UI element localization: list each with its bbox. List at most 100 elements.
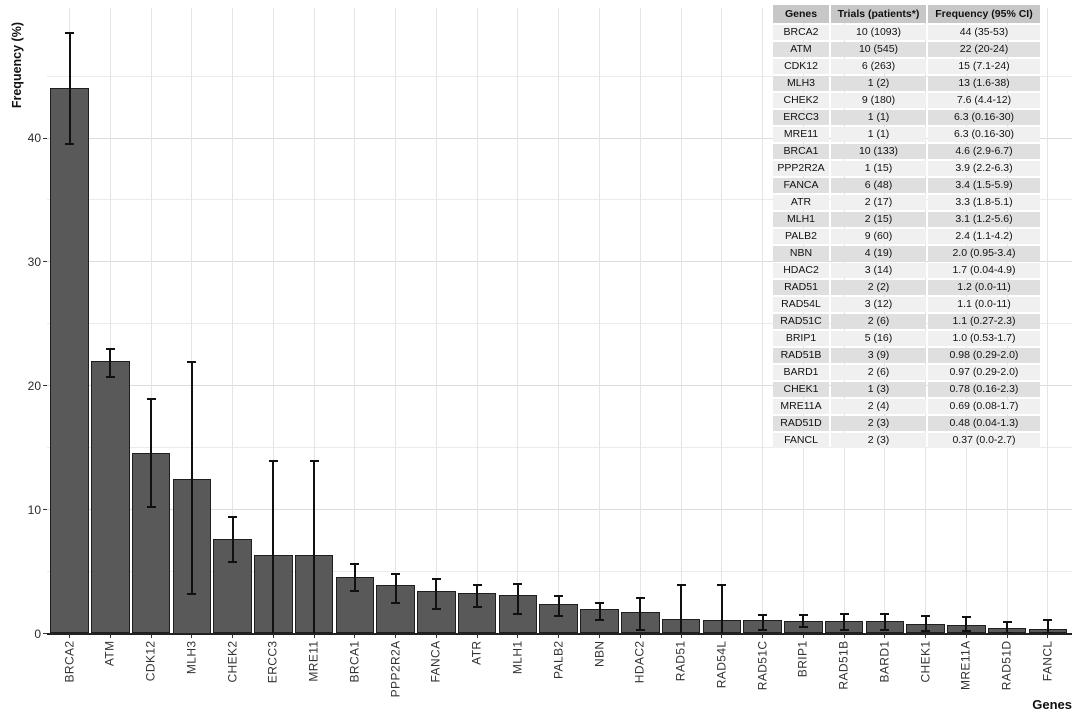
- x-tick-NBN: [599, 634, 600, 638]
- table-cell-MLH3-frequency: 13 (1.6-38): [928, 76, 1040, 91]
- table-cell-PALB2-frequency: 2.4 (1.1-4.2): [928, 229, 1040, 244]
- v-gridline-MLH3: [191, 8, 193, 634]
- errorbar-cap-bottom-BRCA1: [350, 590, 360, 593]
- table-cell-MRE11A-gene: MRE11A: [773, 399, 829, 414]
- x-label-RAD54L: RAD54L: [714, 640, 729, 689]
- table-cell-CHEK2-trials: 9 (180): [831, 93, 926, 108]
- table-cell-PPP2R2A-trials: 1 (15): [831, 161, 926, 176]
- table-cell-RAD51B-trials: 3 (9): [831, 348, 926, 363]
- v-gridline-RAD54L: [721, 8, 723, 634]
- table-cell-CDK12-frequency: 15 (7.1-24): [928, 59, 1040, 74]
- table-cell-CHEK2-frequency: 7.6 (4.4-12): [928, 93, 1040, 108]
- x-axis-title: Genes: [1032, 697, 1072, 712]
- table-cell-RAD51D-trials: 2 (3): [831, 416, 926, 431]
- y-tick-label-0: 0: [34, 626, 41, 641]
- table-cell-RAD54L-frequency: 1.1 (0.0-11): [928, 297, 1040, 312]
- table-cell-RAD54L-trials: 3 (12): [831, 297, 926, 312]
- errorbar-cap-top-RAD51D: [1002, 621, 1012, 624]
- errorbar-ATM: [109, 348, 112, 378]
- x-tick-RAD54L: [721, 634, 723, 638]
- x-tick-PALB2: [558, 634, 560, 638]
- errorbar-cap-bottom-ATR: [472, 606, 482, 609]
- table-cell-RAD51B-gene: RAD51B: [773, 348, 829, 363]
- x-label-PALB2: PALB2: [551, 640, 566, 679]
- errorbar-cap-bottom-FANCA: [431, 607, 441, 610]
- minor-gridline-15: [47, 447, 1072, 449]
- table-cell-CHEK1-trials: 1 (3): [831, 382, 926, 397]
- v-gridline-ATR: [476, 8, 478, 634]
- table-cell-BRCA2-gene: BRCA2: [773, 25, 829, 40]
- errorbar-cap-top-HDAC2: [635, 596, 645, 599]
- v-gridline-RAD51C: [762, 8, 764, 634]
- y-tick-label-40: 40: [27, 131, 41, 145]
- x-tick-PPP2R2A: [395, 634, 397, 638]
- table-cell-BARD1-trials: 2 (6): [831, 365, 926, 380]
- x-tick-RAD51D: [1006, 634, 1008, 638]
- y-tick-40: [43, 137, 47, 139]
- table-cell-FANCL-gene: FANCL: [773, 433, 829, 448]
- x-tick-ERCC3: [272, 634, 274, 638]
- errorbar-cap-bottom-BRIP1: [798, 626, 808, 629]
- x-axis-line: [47, 632, 1072, 635]
- table-cell-MLH3-gene: MLH3: [773, 76, 829, 91]
- y-tick-20: [43, 385, 47, 387]
- table-cell-BARD1-frequency: 0.97 (0.29-2.0): [928, 365, 1040, 380]
- errorbar-RAD51D: [1006, 622, 1009, 633]
- errorbar-cap-top-RAD51: [676, 584, 686, 587]
- table-cell-FANCA-trials: 6 (48): [831, 178, 926, 193]
- table-cell-FANCA-gene: FANCA: [773, 178, 829, 193]
- x-label-CDK12: CDK12: [143, 640, 158, 682]
- table-row-MLH3: MLH3 1 (2) 13 (1.6-38): [773, 76, 1040, 91]
- errorbar-FANCL: [1046, 620, 1049, 633]
- table-cell-ATR-gene: ATR: [773, 195, 829, 210]
- errorbar-cap-top-FANCL: [1043, 619, 1053, 622]
- errorbar-cap-bottom-RAD51C: [758, 628, 768, 631]
- table-cell-FANCL-frequency: 0.37 (0.0-2.7): [928, 433, 1040, 448]
- x-label-BRCA2: BRCA2: [62, 640, 76, 683]
- table-cell-ATR-trials: 2 (17): [831, 195, 926, 210]
- x-label-CHEK1: CHEK1: [918, 640, 933, 683]
- errorbar-cap-top-CHEK2: [228, 516, 238, 519]
- errorbar-CHEK2: [231, 517, 234, 562]
- table-cell-RAD51C-frequency: 1.1 (0.27-2.3): [928, 314, 1040, 329]
- x-label-HDAC2: HDAC2: [632, 640, 647, 684]
- table-cell-MRE11-trials: 1 (1): [831, 127, 926, 142]
- x-label-RAD51B: RAD51B: [836, 640, 851, 690]
- errorbar-BARD1: [883, 613, 886, 630]
- errorbar-cap-bottom-CHEK2: [228, 560, 238, 563]
- errorbar-cap-top-BARD1: [880, 612, 890, 615]
- errorbar-cap-bottom-MLH1: [513, 612, 523, 615]
- x-label-RAD51C: RAD51C: [755, 640, 770, 691]
- table-cell-ATR-frequency: 3.3 (1.8-5.1): [928, 195, 1040, 210]
- table-row-RAD51C: RAD51C 2 (6) 1.1 (0.27-2.3): [773, 314, 1040, 329]
- errorbar-NBN: [598, 602, 601, 620]
- x-tick-RAD51: [680, 634, 682, 638]
- x-label-ERCC3: ERCC3: [265, 640, 280, 684]
- x-label-BRIP1: BRIP1: [795, 640, 810, 678]
- table-cell-RAD51-gene: RAD51: [773, 280, 829, 295]
- table-cell-ATM-trials: 10 (545): [831, 42, 926, 57]
- x-label-FANCA: FANCA: [428, 640, 443, 683]
- table-cell-BRIP1-gene: BRIP1: [773, 331, 829, 346]
- errorbar-cap-top-RAD51B: [839, 612, 849, 615]
- x-label-ATR: ATR: [469, 640, 484, 665]
- table-row-BRCA1: BRCA1 10 (133) 4.6 (2.9-6.7): [773, 144, 1040, 159]
- table-row-PPP2R2A: PPP2R2A 1 (15) 3.9 (2.2-6.3): [773, 161, 1040, 176]
- errorbar-cap-top-BRCA1: [350, 563, 360, 566]
- x-label-NBN: NBN: [592, 640, 606, 668]
- x-label-BRCA1: BRCA1: [347, 640, 362, 683]
- errorbar-ERCC3: [272, 461, 275, 634]
- v-gridline-CHEK2: [232, 8, 234, 634]
- table-cell-BRIP1-frequency: 1.0 (0.53-1.7): [928, 331, 1040, 346]
- errorbar-cap-bottom-BARD1: [880, 628, 890, 631]
- minor-gridline-5: [47, 571, 1072, 573]
- table-cell-RAD51B-frequency: 0.98 (0.29-2.0): [928, 348, 1040, 363]
- errorbar-cap-top-MLH1: [513, 582, 523, 585]
- table-row-MRE11A: MRE11A 2 (4) 0.69 (0.08-1.7): [773, 399, 1040, 414]
- table-cell-CDK12-gene: CDK12: [773, 59, 829, 74]
- v-gridline-MRE11: [313, 8, 315, 634]
- table-row-RAD51B: RAD51B 3 (9) 0.98 (0.29-2.0): [773, 348, 1040, 363]
- errorbar-cap-top-PPP2R2A: [391, 573, 401, 576]
- minor-gridline-35: [47, 199, 1072, 201]
